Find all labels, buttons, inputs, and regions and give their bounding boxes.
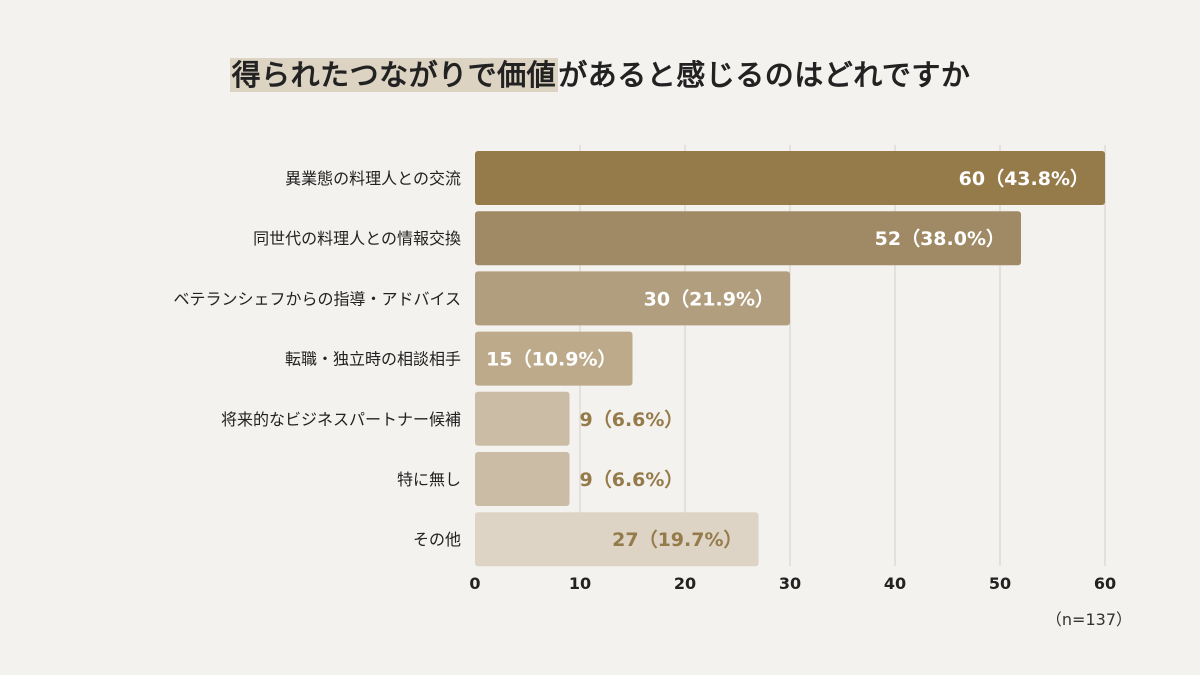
bar-3 <box>475 331 633 386</box>
bar-4 <box>475 391 570 446</box>
bar-6 <box>475 512 759 567</box>
x-tick-label-40: 40 <box>884 574 906 593</box>
chart-title: 得られたつながりで価値があると感じるのはどれですか <box>229 52 971 94</box>
value-label-2: 30（21.9%） <box>644 287 774 310</box>
x-tick-label-0: 0 <box>469 574 480 593</box>
value-label-0: 60（43.8%） <box>959 167 1089 190</box>
x-tick-label-10: 10 <box>569 574 591 593</box>
chart-title-highlight: 得られたつながりで価値 <box>229 58 559 92</box>
value-label-6: 27（19.7%） <box>612 528 742 551</box>
chart-title-rest: があると感じるのはどれですか <box>558 58 971 92</box>
bar-2 <box>475 271 790 326</box>
category-label-6: その他 <box>413 530 461 549</box>
bar-1 <box>475 211 1021 266</box>
category-label-1: 同世代の料理人との情報交換 <box>253 229 461 248</box>
x-tick-label-50: 50 <box>989 574 1011 593</box>
x-tick-label-30: 30 <box>779 574 801 593</box>
value-label-5: 9（6.6%） <box>580 468 684 491</box>
bar-5 <box>475 452 570 506</box>
category-label-2: ベテランシェフからの指導・アドバイス <box>173 289 461 308</box>
chart-title-wrap: 得られたつながりで価値があると感じるのはどれですか <box>0 52 1200 94</box>
category-label-4: 将来的なビジネスパートナー候補 <box>221 410 461 429</box>
x-tick-label-20: 20 <box>674 574 696 593</box>
category-label-3: 転職・独立時の相談相手 <box>285 350 461 369</box>
x-tick-label-60: 60 <box>1094 574 1116 593</box>
category-label-5: 特に無し <box>397 470 461 489</box>
value-label-4: 9（6.6%） <box>580 408 684 431</box>
bar-0 <box>475 151 1105 205</box>
sample-size-note: （n=137） <box>1045 610 1132 629</box>
value-label-3: 15（10.9%） <box>486 348 616 371</box>
value-label-1: 52（38.0%） <box>875 227 1005 250</box>
category-label-0: 異業態の料理人との交流 <box>285 169 461 188</box>
